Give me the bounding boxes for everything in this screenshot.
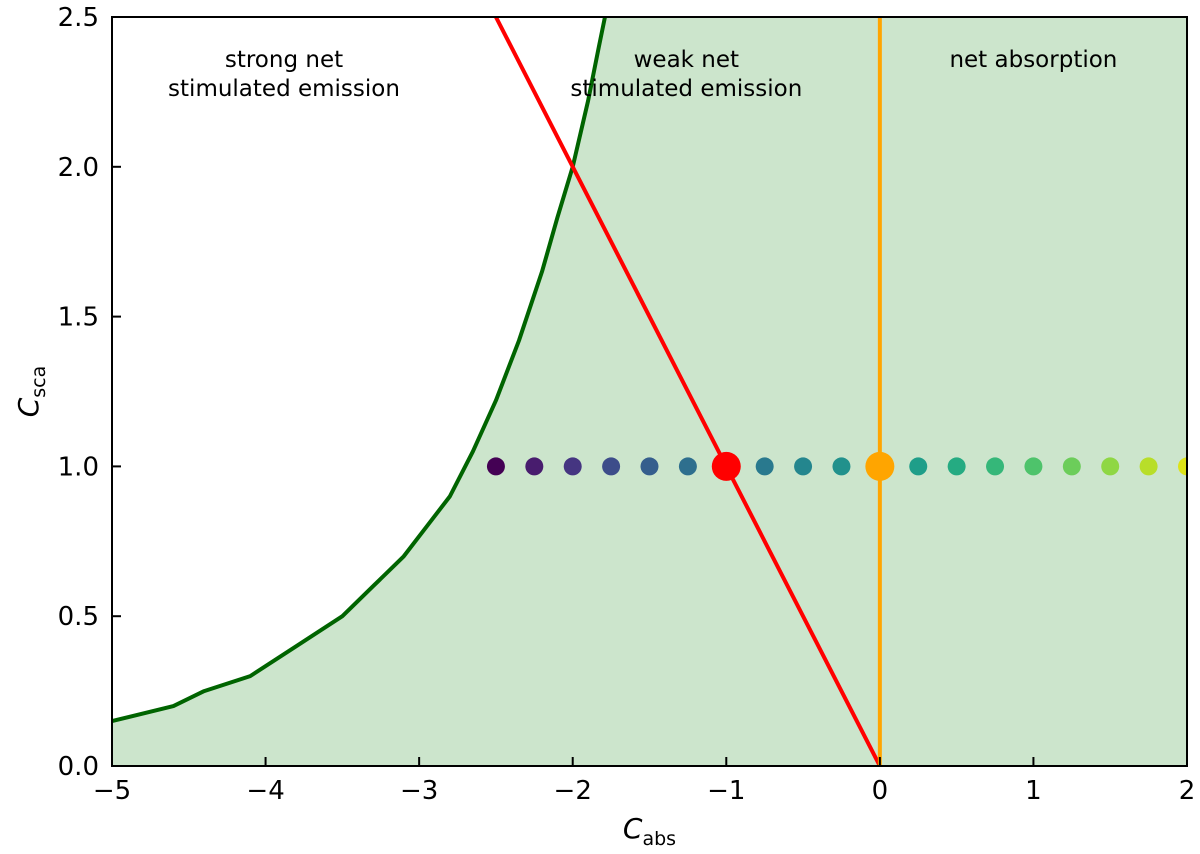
annotation-line: stimulated emission <box>168 76 400 102</box>
plot-area <box>112 17 1187 766</box>
scatter-point <box>602 457 621 476</box>
y-tick-label: 0.5 <box>58 602 99 632</box>
y-tick-label: 0.0 <box>58 752 99 782</box>
x-tick-label: −4 <box>246 776 284 806</box>
y-axis-subscript: sca <box>28 366 50 398</box>
annotations: strong net stimulated emission weak net sti… <box>168 47 1117 102</box>
annotation-line: net absorption <box>949 47 1117 73</box>
x-tick-label: −3 <box>400 776 438 806</box>
y-tick-label: 2.0 <box>58 153 99 183</box>
strong-emission-label: strong net stimulated emission <box>168 47 400 102</box>
y-tick-label: 2.5 <box>58 3 99 33</box>
x-axis-subscript: abs <box>642 828 676 850</box>
weak-emission-label: weak net stimulated emission <box>570 47 802 102</box>
y-axis-symbol: C <box>12 397 45 417</box>
y-axis-label: Csca <box>12 366 50 418</box>
plot-frame <box>111 16 1188 767</box>
annotation-line: stimulated emission <box>570 76 802 102</box>
y-tick-label: 1.5 <box>58 303 99 333</box>
x-tick-label: −1 <box>707 776 745 806</box>
scatter-point <box>794 457 813 476</box>
x-tick-label: 0 <box>872 776 889 806</box>
scatter-point <box>986 457 1005 476</box>
scatter-point <box>1178 457 1187 476</box>
red-line <box>494 17 882 766</box>
net-absorption-label: net absorption <box>949 47 1117 73</box>
red-point <box>711 451 741 481</box>
scatter-point <box>525 457 544 476</box>
scatter-point <box>947 457 966 476</box>
scatter-point <box>563 457 582 476</box>
x-tick-label: −2 <box>554 776 592 806</box>
x-tick-label: 1 <box>1025 776 1042 806</box>
scatter-point <box>1139 457 1158 476</box>
scatter-point <box>1062 457 1081 476</box>
scatter-point <box>755 457 774 476</box>
annotation-line: strong net <box>225 47 343 73</box>
shaded-region <box>112 17 1187 766</box>
scatter-point <box>832 457 851 476</box>
scatter-point <box>1024 457 1043 476</box>
x-tick-label: −5 <box>93 776 131 806</box>
scatter-point <box>678 457 697 476</box>
x-axis-symbol: C <box>623 812 643 845</box>
scatter-point <box>1101 457 1120 476</box>
y-tick-label: 1.0 <box>58 452 99 482</box>
y-axis: 0.0 0.5 1.0 1.5 2.0 2.5 <box>58 3 121 782</box>
scatter-point <box>640 457 659 476</box>
x-tick-label: 2 <box>1179 776 1196 806</box>
scatter-point <box>486 457 505 476</box>
x-axis: −5 −4 −3 −2 −1 0 1 2 <box>93 757 1195 806</box>
x-axis-label: Cabs <box>623 812 676 850</box>
orange-point <box>865 451 895 481</box>
scatter-point <box>909 457 928 476</box>
annotation-line: weak net <box>634 47 739 73</box>
